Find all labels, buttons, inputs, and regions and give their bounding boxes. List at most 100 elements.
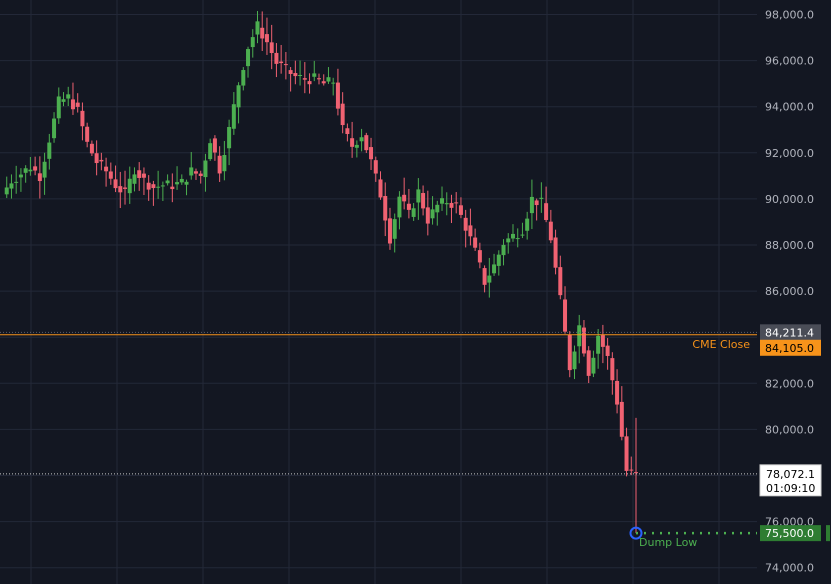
dump-low-tag: [760, 525, 821, 542]
candle-body: [624, 436, 629, 471]
candle-body: [402, 194, 407, 202]
candle-body: [264, 34, 269, 43]
candle-body: [203, 160, 208, 178]
y-tick-label: 92,000.0: [765, 147, 814, 160]
y-tick-label: 74,000.0: [765, 562, 814, 575]
candle-body: [75, 102, 80, 107]
candle-body: [506, 238, 511, 243]
candle-body: [156, 186, 161, 188]
candle-body: [260, 27, 265, 39]
y-tick-label: 88,000.0: [765, 239, 814, 252]
candle-body: [553, 237, 558, 268]
dump-low-handle[interactable]: [826, 525, 830, 542]
candle-body: [331, 82, 336, 84]
candle-body: [307, 81, 312, 85]
candle-body: [9, 183, 14, 189]
candle-body: [99, 159, 104, 162]
candle-body: [231, 104, 236, 129]
candle-body: [227, 126, 232, 149]
candle-body: [340, 103, 345, 126]
candle-body: [615, 380, 620, 405]
candle-body: [421, 193, 426, 209]
candle-body: [492, 264, 497, 274]
y-tick-label: 94,000.0: [765, 101, 814, 114]
candle-body: [350, 138, 355, 147]
candlestick-series: [4, 10, 638, 534]
candle-body: [4, 187, 9, 195]
candle-body: [435, 204, 440, 213]
candle-body: [146, 182, 151, 190]
candle-body: [193, 171, 198, 174]
candle-body: [321, 81, 326, 84]
candle-body: [387, 218, 392, 244]
candle-body: [581, 327, 586, 354]
candle-body: [52, 118, 57, 139]
candle-body: [600, 335, 605, 347]
y-tick-label: 80,000.0: [765, 423, 814, 436]
candle-body: [510, 233, 515, 239]
cme-close-value: 84,105.0: [765, 342, 814, 355]
candle-body: [596, 335, 601, 354]
candle-body: [132, 174, 137, 184]
candle-body: [539, 197, 544, 199]
candle-body: [42, 161, 47, 178]
candle-body: [525, 218, 530, 231]
candle-body: [184, 181, 189, 185]
candle-body: [170, 186, 175, 190]
candle-body: [449, 202, 454, 208]
candle-body: [477, 250, 482, 263]
candle-body: [94, 153, 99, 164]
candle-body: [113, 179, 118, 189]
candle-body: [619, 401, 624, 437]
y-tick-label: 90,000.0: [765, 193, 814, 206]
y-tick-label: 82,000.0: [765, 377, 814, 390]
candle-body: [354, 144, 359, 148]
candle-body: [567, 334, 572, 371]
candle-body: [269, 42, 274, 54]
dump-low-marker[interactable]: [629, 526, 643, 540]
candle-body: [198, 173, 203, 176]
candle-body: [222, 155, 227, 172]
candle-body: [18, 174, 23, 178]
candle-body: [378, 179, 383, 198]
bar-countdown: 01:09:10: [766, 482, 815, 495]
candle-body: [241, 70, 246, 86]
candle-body: [298, 74, 303, 76]
candle-body: [212, 138, 217, 153]
candle-body: [529, 196, 534, 214]
candle-body: [335, 82, 340, 109]
prior-level-tag: [760, 324, 821, 341]
candle-body: [56, 96, 61, 119]
candle-body: [288, 70, 293, 74]
dump-low-value: 75,500.0: [765, 527, 814, 540]
candle-body: [544, 203, 549, 220]
candle-body: [118, 186, 123, 193]
candle-body: [591, 357, 596, 374]
candle-body: [487, 275, 492, 283]
candle-body: [548, 221, 553, 241]
candle-body: [326, 77, 331, 82]
candle-body: [80, 110, 85, 127]
candle-body: [255, 21, 260, 35]
candle-body: [411, 208, 416, 217]
candle-body: [534, 200, 539, 206]
candle-body: [425, 207, 430, 224]
candle-body: [397, 196, 402, 218]
candle-body: [70, 99, 75, 110]
chart-overlays: 84,211.4 CME Close 84,105.0 78,072.101:09:1…: [0, 324, 830, 549]
candle-body: [501, 244, 506, 256]
candle-body: [85, 126, 90, 142]
candle-body: [473, 237, 478, 248]
candle-body: [586, 350, 591, 376]
candle-body: [364, 135, 369, 151]
candle-body: [406, 203, 411, 210]
candle-body: [558, 267, 563, 296]
last-price-tag: [759, 464, 822, 497]
candle-body: [369, 147, 374, 160]
candle-body: [430, 209, 435, 219]
candle-body: [217, 155, 222, 174]
candle-body: [629, 469, 634, 471]
candle-body: [28, 169, 33, 172]
candle-body: [279, 61, 284, 64]
